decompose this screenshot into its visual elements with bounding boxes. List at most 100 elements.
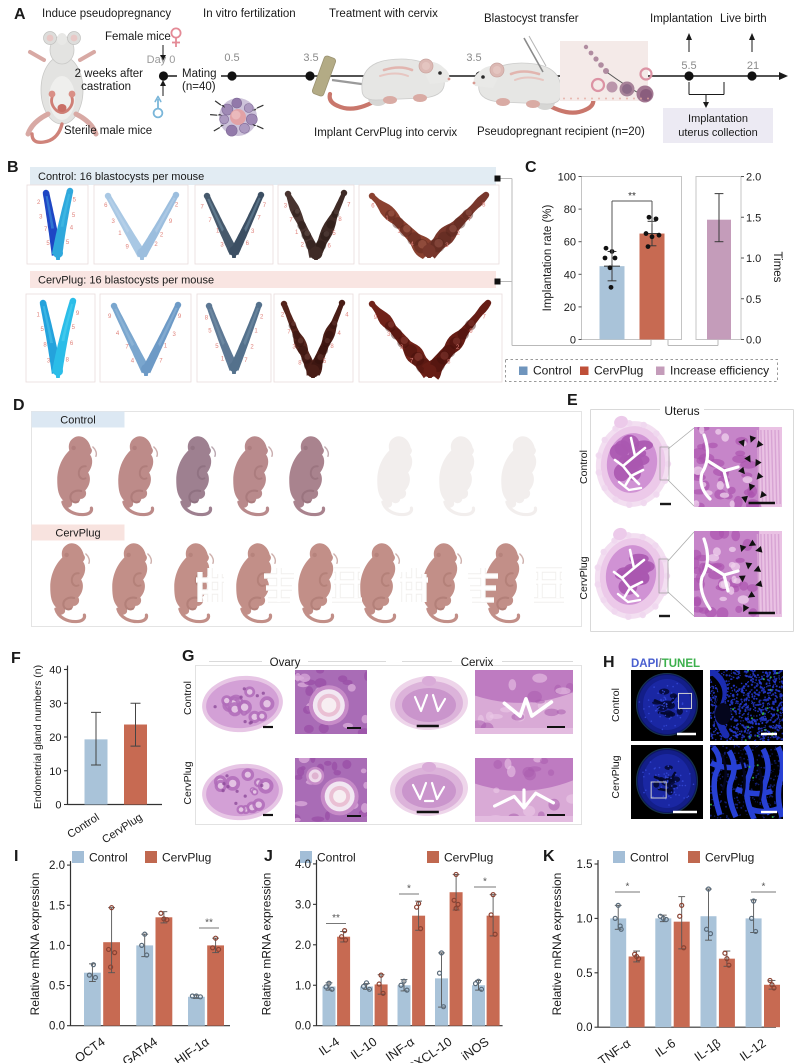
svg-text:C: C <box>525 159 537 176</box>
svg-text:7: 7 <box>347 203 351 209</box>
svg-text:(n=40): (n=40) <box>182 81 216 93</box>
svg-text:7: 7 <box>257 216 261 222</box>
svg-text:21: 21 <box>747 60 759 72</box>
svg-text:G: G <box>182 648 194 665</box>
svg-text:3: 3 <box>39 215 43 221</box>
svg-text:Relative mRNA expression: Relative mRNA expression <box>28 873 42 1016</box>
svg-text:8: 8 <box>482 202 486 208</box>
svg-text:1: 1 <box>221 356 225 362</box>
svg-text:2: 2 <box>250 344 254 350</box>
svg-text:7: 7 <box>244 358 248 364</box>
svg-text:4: 4 <box>116 331 120 337</box>
svg-text:2: 2 <box>160 232 164 238</box>
svg-text:castration: castration <box>81 81 131 93</box>
svg-text:7: 7 <box>208 218 212 224</box>
svg-text:*: * <box>762 882 766 893</box>
svg-text:8: 8 <box>298 361 302 367</box>
svg-text:CervPlug: CervPlug <box>55 528 100 540</box>
svg-text:1.5: 1.5 <box>49 900 65 912</box>
svg-text:1.0: 1.0 <box>49 940 65 952</box>
svg-text:Implantation: Implantation <box>688 113 748 125</box>
svg-text:CervPlug: CervPlug <box>162 851 211 865</box>
svg-text:7: 7 <box>287 330 291 336</box>
svg-text:3.5: 3.5 <box>466 52 481 64</box>
svg-text:20: 20 <box>49 732 61 744</box>
svg-text:5: 5 <box>208 329 212 335</box>
svg-text:40: 40 <box>49 665 61 677</box>
svg-text:2: 2 <box>37 200 41 206</box>
svg-text:E: E <box>567 392 578 409</box>
svg-text:Live birth: Live birth <box>720 13 767 25</box>
svg-text:uterus collection: uterus collection <box>678 127 758 139</box>
svg-text:5: 5 <box>72 213 76 219</box>
svg-text:2: 2 <box>281 312 285 318</box>
svg-text:8: 8 <box>447 360 451 366</box>
svg-text:2: 2 <box>260 315 264 321</box>
svg-text:1: 1 <box>37 312 41 318</box>
svg-text:Control: 16 blastocysts per mo: Control: 16 blastocysts per mouse <box>38 171 204 183</box>
svg-text:7: 7 <box>263 203 267 209</box>
svg-text:1.0: 1.0 <box>746 253 761 265</box>
svg-text:I: I <box>14 848 18 865</box>
svg-text:7: 7 <box>468 217 472 223</box>
svg-text:3: 3 <box>251 229 255 235</box>
svg-text:3: 3 <box>387 332 391 338</box>
svg-text:F: F <box>11 650 21 667</box>
svg-text:Control: Control <box>89 851 128 865</box>
svg-text:0.5: 0.5 <box>577 968 593 980</box>
svg-text:Treatment with cervix: Treatment with cervix <box>329 8 438 20</box>
svg-text:Relative mRNA expression: Relative mRNA expression <box>550 873 564 1016</box>
svg-text:1: 1 <box>164 344 168 350</box>
svg-text:Mating: Mating <box>182 68 217 80</box>
svg-text:40: 40 <box>564 269 576 281</box>
svg-text:3: 3 <box>284 204 288 210</box>
svg-text:Relative mRNA expression: Relative mRNA expression <box>260 873 274 1016</box>
svg-text:3: 3 <box>47 359 51 365</box>
svg-text:5: 5 <box>73 197 77 203</box>
svg-text:5: 5 <box>46 241 50 247</box>
svg-text:7: 7 <box>483 314 487 320</box>
svg-text:2: 2 <box>301 242 305 248</box>
svg-text:20: 20 <box>564 302 576 314</box>
svg-text:*: * <box>483 877 487 888</box>
svg-text:Control: Control <box>182 681 194 715</box>
svg-text:In vitro fertilization: In vitro fertilization <box>203 8 296 20</box>
svg-text:Increase efficiency: Increase efficiency <box>670 364 769 378</box>
svg-text:0.5: 0.5 <box>746 294 761 306</box>
svg-text:7: 7 <box>159 359 163 365</box>
svg-text:4: 4 <box>345 313 349 319</box>
svg-text:9: 9 <box>374 315 378 321</box>
svg-text:9: 9 <box>178 314 182 320</box>
svg-text:CervPlug: CervPlug <box>594 364 643 378</box>
svg-text:7: 7 <box>125 344 129 350</box>
svg-text:Day 0: Day 0 <box>147 54 176 66</box>
svg-text:7: 7 <box>44 227 48 233</box>
svg-text:CervPlug: 16 blastocysts per m: CervPlug: 16 blastocysts per mouse <box>38 275 214 287</box>
svg-text:0.0: 0.0 <box>577 1022 593 1034</box>
svg-text:2.0: 2.0 <box>746 172 761 184</box>
svg-text:Implant CervPlug into cervix: Implant CervPlug into cervix <box>314 127 457 139</box>
svg-text:1.0: 1.0 <box>577 913 593 925</box>
svg-text:2: 2 <box>175 203 179 209</box>
svg-text:Control: Control <box>630 851 669 865</box>
svg-text:Endometrial gland numbers (n): Endometrial gland numbers (n) <box>32 665 44 809</box>
svg-text:5: 5 <box>215 344 219 350</box>
svg-text:5: 5 <box>72 325 76 331</box>
svg-text:1: 1 <box>254 328 258 334</box>
svg-text:9: 9 <box>469 329 473 335</box>
svg-text:60: 60 <box>564 237 576 249</box>
svg-text:J: J <box>264 848 273 865</box>
svg-text:Female mice: Female mice <box>105 31 171 43</box>
svg-text:7: 7 <box>201 205 205 211</box>
svg-text:Ovary: Ovary <box>270 657 301 669</box>
svg-text:B: B <box>7 159 19 176</box>
svg-text:4: 4 <box>410 242 414 248</box>
svg-text:*: * <box>407 884 411 895</box>
svg-text:Control: Control <box>60 415 95 427</box>
svg-text:5: 5 <box>41 327 45 333</box>
svg-text:2: 2 <box>457 231 461 237</box>
svg-text:6: 6 <box>328 244 332 250</box>
svg-text:CervPlug: CervPlug <box>610 755 622 798</box>
svg-text:**: ** <box>205 918 213 929</box>
svg-text:9: 9 <box>108 314 112 320</box>
